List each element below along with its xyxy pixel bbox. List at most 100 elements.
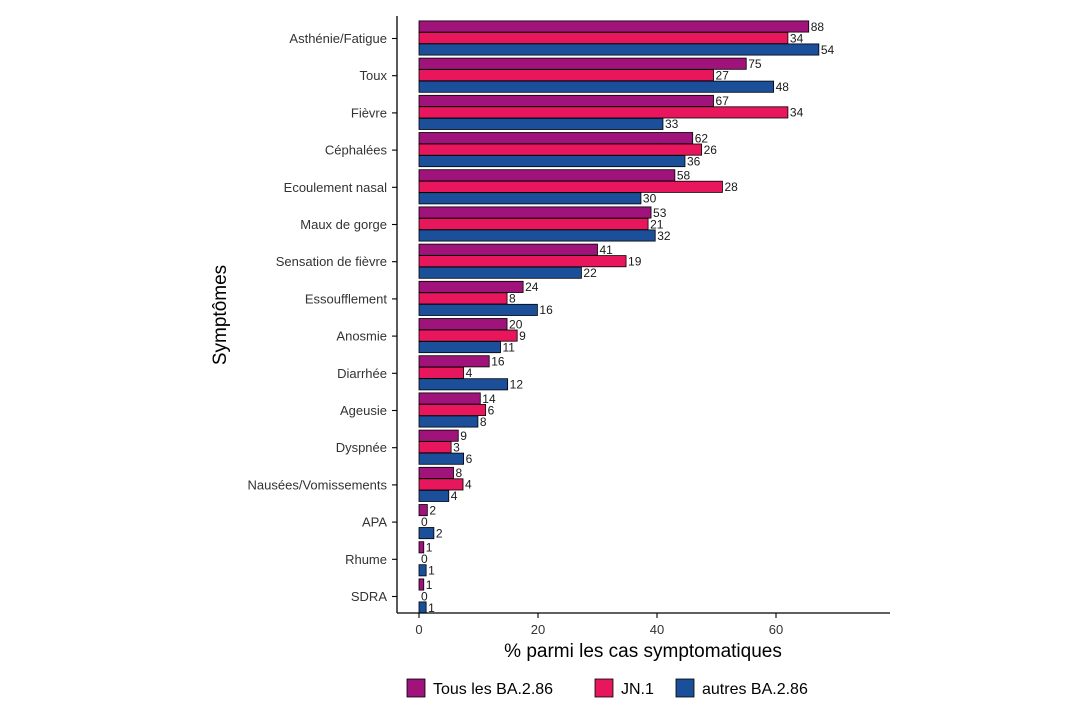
bar [418,229,656,242]
y-tick-label: Diarrhée [337,366,387,381]
data-label: 14 [482,392,496,406]
bar [418,341,501,354]
data-label: 11 [503,340,516,354]
bar [418,32,789,45]
bar [418,69,714,82]
data-label: 12 [510,378,524,392]
legend-label: autres BA.2.86 [702,681,808,698]
bar [418,403,487,416]
data-label: 3 [453,441,460,455]
data-label: 26 [704,143,718,157]
y-tick-label: APA [362,515,387,530]
y-tick-label: Anosmie [336,329,387,344]
bar [418,143,703,156]
bar [418,266,582,279]
data-label: 4 [451,489,458,503]
data-label: 9 [460,429,467,443]
bar [418,217,649,230]
bar [418,303,538,316]
data-label: 4 [466,366,473,380]
y-ticks-layer: Asthénie/Fatigue Toux Fièvre Céphalées Ecoul… [248,31,397,604]
data-label: 88 [811,20,825,34]
y-tick-label: Nausées/Vomissements [248,477,388,492]
data-label: 0 [421,552,428,566]
y-tick-label: Asthénie/Fatigue [289,31,387,46]
data-label: 9 [519,329,526,343]
bar [418,117,664,130]
bars-layer: 8834547527486734336226365828305321324119… [418,20,835,615]
bar [418,541,425,554]
bar [418,489,450,502]
legend-swatch [594,678,614,698]
data-label: 4 [465,478,472,492]
data-label: 8 [456,466,463,480]
bar [418,94,714,107]
data-label: 27 [716,69,730,83]
bar [418,392,481,405]
data-label: 34 [790,106,804,120]
data-label: 8 [480,415,487,429]
data-label: 30 [643,192,657,206]
bar [418,578,425,591]
data-label: 34 [790,31,804,45]
data-label: 67 [716,94,730,108]
data-label: 54 [821,43,835,57]
data-label: 6 [488,403,495,417]
data-label: 21 [650,217,664,231]
x-axis-title: % parmi les cas symptomatiques [504,641,782,662]
data-label: 32 [657,229,671,243]
y-tick-label: Dyspnée [336,440,387,455]
data-label: 16 [539,303,553,317]
data-label: 58 [677,169,691,183]
y-axis-title: Symptômes [210,265,231,365]
bar [418,366,465,379]
bar [418,441,452,454]
bar [418,169,676,182]
legend-swatch [406,678,426,698]
y-tick-label: Ageusie [340,403,387,418]
data-label: 36 [687,154,701,168]
data-label: 8 [509,292,516,306]
data-label: 24 [525,280,539,294]
y-tick-label: Maux de gorge [300,217,387,232]
legend-label: JN.1 [621,681,654,698]
data-label: 53 [653,206,667,220]
data-label: 1 [428,564,435,578]
x-tick-label: 40 [650,622,664,637]
bar [418,206,652,219]
data-label: 2 [429,503,436,517]
data-label: 1 [426,541,433,555]
bar [418,355,490,368]
data-label: 0 [421,515,428,529]
data-label: 0 [421,589,428,603]
bar [418,466,454,479]
bar [418,452,465,465]
bar [418,192,642,205]
bar [418,601,427,614]
data-label: 75 [748,57,762,71]
y-tick-label: Rhume [345,552,387,567]
data-label: 6 [466,452,473,466]
data-label: 1 [426,578,433,592]
bar [418,80,775,93]
bar [418,43,820,56]
bar [418,415,479,428]
bar [418,280,524,293]
data-label: 20 [509,317,523,331]
bar [418,155,686,168]
x-tick-label: 0 [415,622,422,637]
bar [418,504,428,517]
data-label: 19 [628,255,642,269]
bar [418,57,747,70]
bar [418,20,810,33]
data-label: 2 [436,526,443,540]
data-label: 28 [724,180,738,194]
y-tick-label: Sensation de fièvre [276,254,387,269]
y-tick-label: Toux [360,68,388,83]
y-tick-label: Fièvre [351,105,387,120]
legend: Tous les BA.2.86 JN.1 autres BA.2.86 [406,678,808,698]
legend-label: Tous les BA.2.86 [433,681,553,698]
bar [418,378,509,391]
bar [418,527,435,540]
